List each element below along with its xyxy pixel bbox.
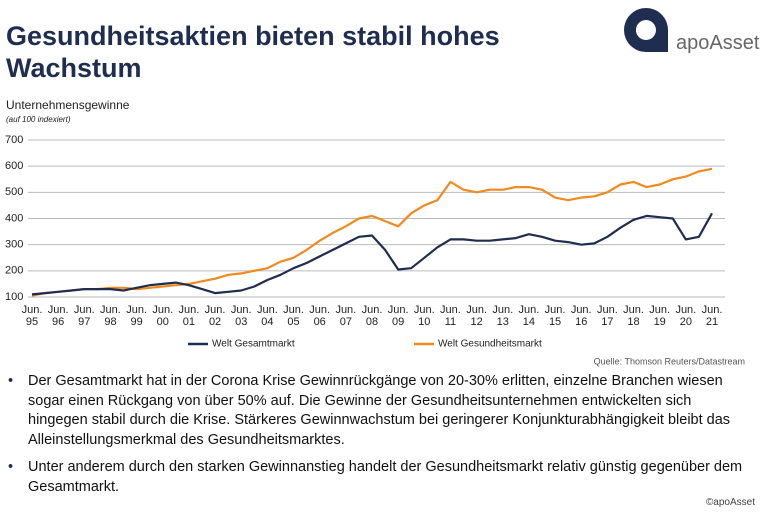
x-tick-label: Jun. 16 [570, 304, 592, 328]
x-tick-label-box: Jun. 00 [152, 304, 174, 328]
x-tick-label-box: Jun. 07 [335, 304, 357, 328]
x-tick-label: Jun. 14 [518, 304, 540, 328]
x-tick-label-box: Jun. 01 [178, 304, 200, 328]
x-tick-label-box: Jun. 18 [623, 304, 644, 328]
x-tick-label-box: Jun. 16 [570, 304, 592, 328]
logo-mark [624, 8, 668, 52]
y-tick-label: 300 [5, 239, 23, 251]
x-tick-label-box: Jun. 96 [47, 304, 69, 328]
series-line [31, 167, 713, 297]
x-tick-label: Jun. 06 [309, 304, 331, 328]
x-tick-label: Jun. 19 [649, 304, 671, 328]
x-tick-label: Jun. 07 [335, 304, 357, 328]
y-axis-label: Unternehmensgewinne [6, 98, 130, 112]
x-tick-label-box: Jun. 11 [440, 304, 461, 328]
chart-subtitle: (auf 100 indexiert) [6, 115, 71, 124]
y-tick-label: 600 [5, 160, 23, 172]
x-tick-label: Jun. 99 [126, 304, 147, 328]
x-tick-label-box: Jun. 17 [596, 304, 618, 328]
x-tick-label-box: Jun. 10 [413, 304, 435, 328]
x-tick-label-box: Jun. 08 [361, 304, 383, 328]
series-line [31, 212, 713, 296]
source: Quelle: Thomson Reuters/Datastream [594, 356, 745, 366]
x-tick-label-box: Jun. 19 [649, 304, 671, 328]
x-tick-label: Jun. 21 [701, 304, 723, 328]
x-tick-label: Jun. 05 [283, 304, 304, 328]
x-tick-label: Jun. 17 [596, 304, 618, 328]
x-tick-label: Jun. 12 [466, 304, 487, 328]
y-tick-label: 500 [5, 186, 23, 198]
y-tick-label: 200 [5, 265, 23, 277]
x-tick-label: Jun. 15 [544, 304, 566, 328]
x-tick-label-box: Jun. 06 [309, 304, 331, 328]
x-tick-label: Jun. 96 [47, 304, 69, 328]
x-tick-label: Jun. 00 [152, 304, 174, 328]
x-tick-label-box: Jun. 09 [387, 304, 409, 328]
y-tick-label: 400 [5, 212, 23, 224]
bullet: Der Gesamtmarkt hat in der Corona Krise … [6, 372, 746, 450]
x-tick-label: Jun. 95 [21, 304, 43, 328]
x-tick-label-box: Jun. 99 [126, 304, 147, 328]
x-tick-label: Jun. 98 [100, 304, 121, 328]
x-tick-label: Jun. 18 [623, 304, 644, 328]
x-tick-label-box: Jun. 02 [204, 304, 226, 328]
legend-label: Welt Gesamtmarkt [212, 339, 295, 350]
x-tick-label: Jun. 09 [387, 304, 409, 328]
x-tick-label: Jun. 11 [440, 304, 461, 328]
x-tick-label: Jun. 10 [413, 304, 435, 328]
x-tick-label-box: Jun. 14 [518, 304, 540, 328]
x-tick-label: Jun. 97 [73, 304, 95, 328]
bullet: Unter anderem durch den starken Gewinnan… [6, 458, 746, 497]
legend-label: Welt Gesundheitsmarkt [438, 339, 542, 350]
x-tick-label: Jun. 20 [675, 304, 697, 328]
chart: Unternehmensgewinne (auf 100 indexiert) … [5, 98, 745, 366]
x-tick-label-box: Jun. 05 [283, 304, 304, 328]
x-tick-label-box: Jun. 04 [256, 304, 278, 328]
x-tick-label: Jun. 04 [256, 304, 278, 328]
y-tick-label: 700 [5, 134, 23, 146]
x-tick-label-box: Jun. 15 [544, 304, 566, 328]
footer: ©apoAsset [705, 497, 755, 508]
x-tick-label-box: Jun. 13 [492, 304, 514, 328]
x-tick-label-box: Jun. 98 [100, 304, 121, 328]
x-tick-label: Jun. 03 [230, 304, 252, 328]
x-tick-label: Jun. 08 [361, 304, 383, 328]
y-tick-label: 100 [5, 291, 23, 303]
logo-text: apoAsset [676, 32, 760, 54]
slide-title: Gesundheitsaktien bieten stabil hohes Wa… [6, 21, 500, 83]
x-tick-label-box: Jun. 97 [73, 304, 95, 328]
x-tick-label-box: Jun. 20 [675, 304, 697, 328]
x-tick-label: Jun. 13 [492, 304, 514, 328]
x-tick-label-box: Jun. 95 [21, 304, 43, 328]
x-tick-label-box: Jun. 12 [466, 304, 487, 328]
x-tick-label: Jun. 02 [204, 304, 226, 328]
x-tick-label-box: Jun. 03 [230, 304, 252, 328]
bullet-list: Der Gesamtmarkt hat in der Corona Krise … [6, 372, 746, 505]
x-tick-label: Jun. 01 [178, 304, 200, 328]
x-tick-label-box: Jun. 21 [701, 304, 723, 328]
